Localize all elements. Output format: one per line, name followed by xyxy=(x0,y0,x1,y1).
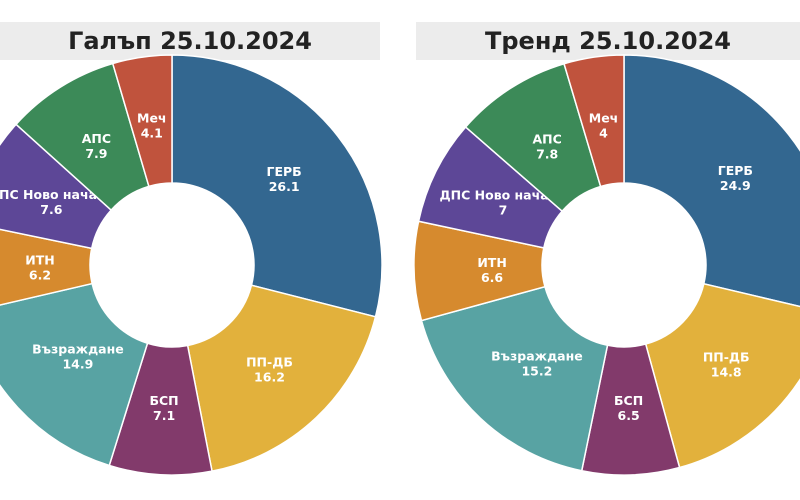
slice-label-gerb: ГЕРБ xyxy=(267,164,302,179)
slice-gerb xyxy=(623,54,800,308)
slice-label-mech: Меч xyxy=(137,110,167,125)
slice-value-aps: 7.9 xyxy=(85,146,107,161)
slice-mech xyxy=(563,54,625,188)
slice-value-bsp: 7.1 xyxy=(153,408,175,423)
slice-value-gerb: 26.1 xyxy=(269,179,300,194)
slice-itn xyxy=(0,228,94,306)
slice-value-mech: 4 xyxy=(599,125,608,140)
slice-label-dps-novo-nachalo: ДПС Ново начало xyxy=(0,187,115,202)
chart-title-gallup: Галъп 25.10.2024 xyxy=(0,22,380,60)
slice-label-itn: ИТН xyxy=(477,255,506,270)
slice-label-bsp: БСП xyxy=(149,393,178,408)
slice-value-itn: 6.6 xyxy=(481,270,503,285)
slice-label-pp-db: ПП-ДБ xyxy=(246,354,293,369)
slice-label-pp-db: ПП-ДБ xyxy=(703,350,750,365)
chart-title-trend: Тренд 25.10.2024 xyxy=(416,22,800,60)
slice-vazrazhdane xyxy=(420,285,609,472)
slice-pp-db xyxy=(644,282,800,469)
slice-value-pp-db: 14.8 xyxy=(711,365,742,380)
slice-value-pp-db: 16.2 xyxy=(254,369,285,384)
slice-value-dps-novo-nachalo: 7.6 xyxy=(40,202,62,217)
slice-value-dps-novo-nachalo: 7 xyxy=(499,203,508,218)
slice-gerb xyxy=(171,54,383,318)
slice-value-aps: 7.8 xyxy=(536,147,558,162)
slice-label-aps: АПС xyxy=(82,131,111,146)
slice-label-bsp: БСП xyxy=(614,393,643,408)
slice-value-itn: 6.2 xyxy=(29,268,51,283)
slice-value-mech: 4.1 xyxy=(141,125,163,140)
slice-mech xyxy=(111,54,173,188)
slice-label-mech: Меч xyxy=(589,110,619,125)
slice-value-vazrazhdane: 14.9 xyxy=(62,357,93,372)
slice-label-vazrazhdane: Възраждане xyxy=(32,342,124,357)
slice-label-itn: ИТН xyxy=(25,253,54,268)
slice-value-vazrazhdane: 15.2 xyxy=(521,364,552,379)
slice-value-bsp: 6.5 xyxy=(618,408,640,423)
slice-label-vazrazhdane: Възраждане xyxy=(491,349,583,364)
slice-label-aps: АПС xyxy=(532,132,561,147)
slice-vazrazhdane xyxy=(0,282,149,467)
slice-label-gerb: ГЕРБ xyxy=(718,163,753,178)
slice-label-dps-novo-nachalo: ДПС Ново начало xyxy=(440,188,567,203)
slice-value-gerb: 24.9 xyxy=(720,178,751,193)
slice-pp-db xyxy=(186,284,377,473)
